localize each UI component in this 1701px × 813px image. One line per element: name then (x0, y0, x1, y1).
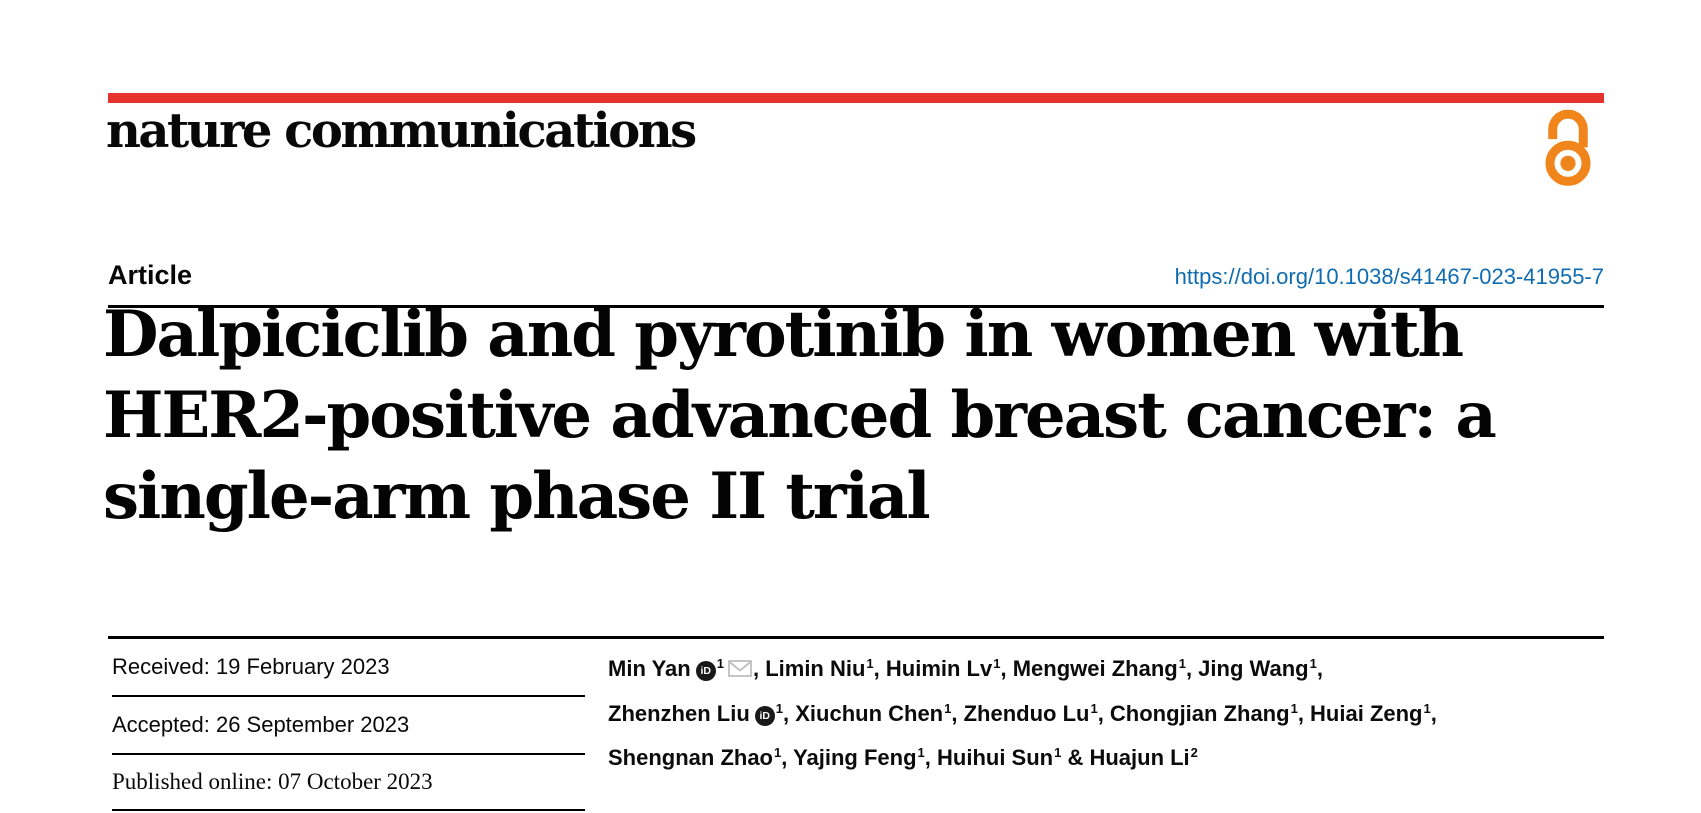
title-line-3: single-arm phase II trial (103, 459, 931, 534)
affiliation-superscript: 2 (1190, 744, 1198, 760)
author-separator: , (1097, 701, 1110, 726)
affiliation-superscript: 1 (917, 744, 925, 760)
author-name: Limin Niu (765, 656, 866, 681)
accepted-date: Accepted: 26 September 2023 (112, 697, 585, 755)
affiliation-superscript: 1 (774, 744, 782, 760)
orcid-icon[interactable]: iD (695, 661, 716, 681)
author-name: Zhenduo Lu (963, 701, 1090, 726)
authors-block: Min Yan iD1, Limin Niu1, Huimin Lv1, Meng… (608, 647, 1653, 780)
article-type-label: Article (108, 260, 193, 290)
author-separator: , (951, 701, 964, 726)
affiliation-superscript: 1 (1423, 700, 1431, 716)
affiliation-superscript: 1 (1178, 655, 1186, 671)
affiliation-superscript: 1 (716, 655, 724, 671)
author-separator: , (781, 745, 794, 770)
author-separator: , (1316, 656, 1323, 681)
author-line: Shengnan Zhao1, Yajing Feng1, Huihui Sun… (608, 736, 1653, 780)
author-separator: , (783, 701, 796, 726)
header-rule (108, 305, 1604, 308)
masthead-red-bar (108, 93, 1604, 103)
author-name: Xiuchun Chen (795, 701, 944, 726)
author-name: Chongjian Zhang (1109, 701, 1290, 726)
history-block-top-rule (108, 636, 1604, 639)
author-separator: & (1061, 745, 1090, 770)
author-name: Huajun Li (1089, 745, 1190, 770)
affiliation-superscript: 1 (1309, 655, 1317, 671)
journal-logo: nature communications (106, 103, 697, 159)
affiliation-superscript: 1 (1090, 700, 1098, 716)
affiliation-superscript: 1 (1290, 700, 1298, 716)
doi-link[interactable]: https://doi.org/10.1038/s41467-023-41955… (1174, 264, 1604, 289)
author-separator: , (1000, 656, 1013, 681)
author-name: Zhenzhen Liu (608, 701, 750, 726)
affiliation-superscript: 1 (944, 700, 952, 716)
author-line: Zhenzhen Liu iD1, Xiuchun Chen1, Zhenduo … (608, 692, 1653, 736)
author-separator: , (873, 656, 886, 681)
orcid-icon[interactable]: iD (754, 706, 775, 726)
author-name: Jing Wang (1198, 656, 1309, 681)
affiliation-superscript: 1 (1054, 744, 1062, 760)
author-name: Min Yan (608, 656, 691, 681)
author-separator: , (1430, 701, 1437, 726)
email-icon[interactable] (728, 648, 752, 692)
author-name: Mengwei Zhang (1012, 656, 1178, 681)
published-date: Published online: 07 October 2023 (112, 755, 585, 811)
affiliation-superscript: 1 (993, 655, 1001, 671)
title-line-2: HER2-positive advanced breast cancer: a (103, 378, 1497, 453)
author-separator: , (1185, 656, 1199, 681)
author-name: Huimin Lv (885, 656, 993, 681)
affiliation-superscript: 1 (775, 700, 783, 716)
author-separator: , (752, 656, 766, 681)
received-date: Received: 19 February 2023 (112, 639, 585, 697)
affiliation-superscript: 1 (866, 655, 874, 671)
author-name: Huihui Sun (937, 745, 1054, 770)
author-separator: , (1297, 701, 1311, 726)
author-name: Yajing Feng (793, 745, 917, 770)
open-access-icon (1545, 109, 1591, 186)
title-line-1: Dalpiciclib and pyrotinib in women with (103, 297, 1464, 372)
author-separator: , (924, 745, 937, 770)
article-title: Dalpiciclib and pyrotinib in women with … (103, 294, 1497, 537)
article-history: Received: 19 February 2023 Accepted: 26 … (112, 639, 585, 811)
author-line: Min Yan iD1, Limin Niu1, Huimin Lv1, Meng… (608, 647, 1653, 692)
author-name: Huiai Zeng (1310, 701, 1423, 726)
author-name: Shengnan Zhao (608, 745, 773, 770)
